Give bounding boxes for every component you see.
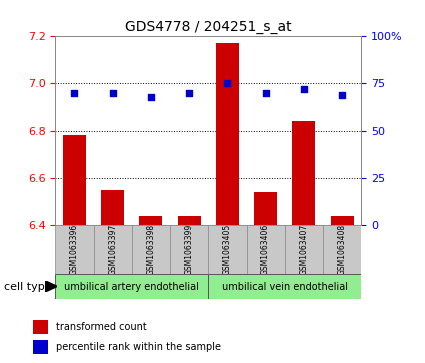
Bar [63, 135, 86, 225]
Bar [292, 121, 315, 225]
Bar [33, 320, 48, 334]
Point [339, 92, 346, 98]
Bar [285, 225, 323, 274]
Polygon shape [45, 281, 57, 292]
Text: GSM1063406: GSM1063406 [261, 224, 270, 275]
Point [262, 90, 269, 96]
Title: GDS4778 / 204251_s_at: GDS4778 / 204251_s_at [125, 20, 292, 34]
Point [109, 90, 116, 96]
Bar [170, 225, 208, 274]
Point [147, 94, 154, 99]
Text: GSM1063397: GSM1063397 [108, 224, 117, 275]
Bar [323, 225, 361, 274]
Bar [101, 190, 124, 225]
Text: percentile rank within the sample: percentile rank within the sample [56, 342, 221, 352]
Bar [331, 216, 354, 225]
Bar [33, 340, 48, 354]
Bar [208, 274, 361, 299]
Bar [94, 225, 132, 274]
Bar [216, 44, 239, 225]
Bar [139, 216, 162, 225]
Text: GSM1063407: GSM1063407 [299, 224, 309, 275]
Text: GSM1063405: GSM1063405 [223, 224, 232, 275]
Text: GSM1063399: GSM1063399 [184, 224, 194, 275]
Text: GSM1063396: GSM1063396 [70, 224, 79, 275]
Text: GSM1063408: GSM1063408 [337, 224, 347, 275]
Text: transformed count: transformed count [56, 322, 147, 332]
Bar [254, 192, 277, 225]
Bar [246, 225, 285, 274]
Text: umbilical artery endothelial: umbilical artery endothelial [64, 282, 199, 292]
Bar [132, 225, 170, 274]
Text: GSM1063398: GSM1063398 [146, 224, 156, 275]
Bar [55, 274, 208, 299]
Bar [178, 216, 201, 225]
Bar [208, 225, 246, 274]
Point [186, 90, 193, 96]
Text: cell type: cell type [4, 282, 52, 292]
Point [224, 81, 231, 86]
Text: umbilical vein endothelial: umbilical vein endothelial [222, 282, 348, 292]
Point [71, 90, 78, 96]
Bar [55, 225, 94, 274]
Point [300, 86, 307, 92]
